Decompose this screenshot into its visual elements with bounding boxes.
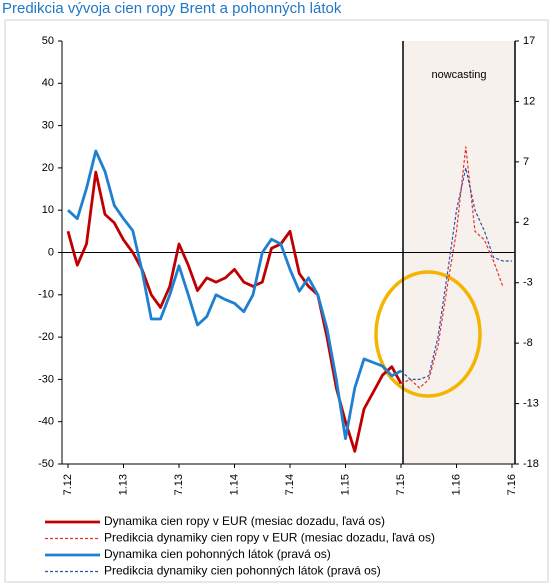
series-line [400,146,504,389]
chart-title: Predikcia vývoja cien ropy Brent a pohon… [2,0,342,17]
y-tick-label: -10 [38,289,54,301]
y2-tick-label: 7 [523,156,529,168]
series-line [67,149,402,440]
y-tick-label: 30 [42,120,54,132]
series-line [66,170,403,453]
y2-tick-label: -8 [523,337,533,349]
legend-label: Dynamika cien ropy v EUR (mesiac dozadu,… [104,514,385,528]
series-line [400,167,512,380]
legend-label: Predikcia dynamiky cien ropy v EUR (mesi… [104,531,435,545]
y-tick-label: -30 [38,373,54,385]
y-tick-label: 10 [42,204,54,216]
x-tick-label: 7.16 [506,474,518,495]
y2-tick-label: 12 [523,95,535,107]
x-tick-label: 1.16 [450,474,462,495]
y-tick-label: 0 [48,246,54,258]
x-tick-label: 1.14 [228,474,240,495]
legend-label: Dynamika cien pohonných látok (pravá os) [104,547,331,561]
legend-label: Predikcia dynamiky cien pohonných látok … [104,564,381,578]
y2-tick-label: -18 [523,458,539,470]
y-tick-label: -20 [38,331,54,343]
highlight-ellipse [374,270,482,398]
y-tick-label: -40 [38,416,54,428]
y-tick-label: -50 [38,458,54,470]
x-tick-label: 7.12 [62,474,74,495]
annotation: nowcasting [431,69,486,81]
x-tick-label: 7.13 [173,474,185,495]
x-tick-label: 7.15 [395,474,407,495]
y2-tick-label: 2 [523,216,529,228]
x-tick-label: 1.13 [117,474,129,495]
y-tick-label: 40 [42,77,54,89]
y-tick-label: 50 [42,35,54,47]
y2-tick-label: 17 [523,35,535,47]
y-tick-label: 20 [42,162,54,174]
x-tick-label: 7.14 [284,474,296,495]
y2-tick-label: -13 [523,397,539,409]
y2-tick-label: -3 [523,277,533,289]
x-tick-label: 1.15 [339,474,351,495]
